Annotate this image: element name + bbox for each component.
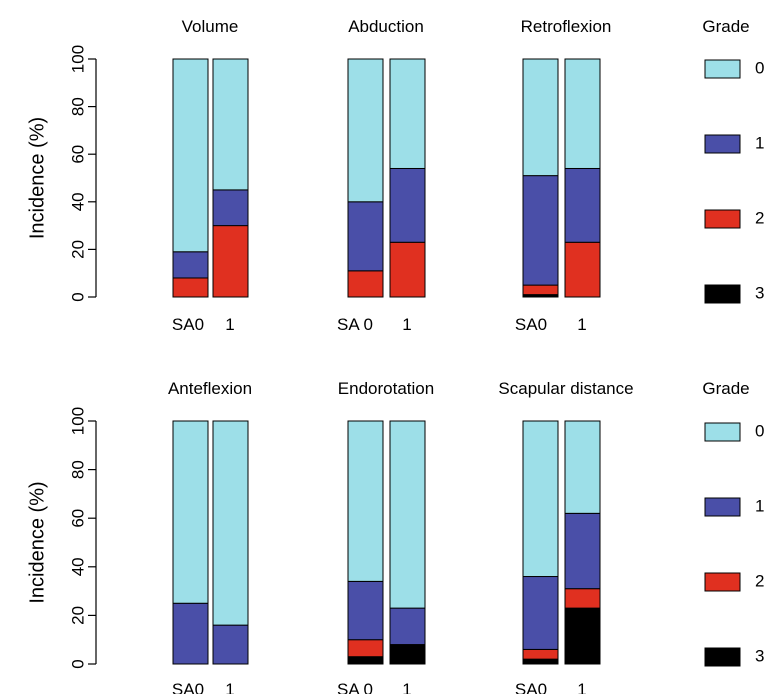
bar-segment-grade-2: [347, 639, 384, 658]
bar-segment-grade-2: [389, 241, 426, 298]
panel-title: Retroflexion: [521, 17, 612, 36]
bar-segment-grade-1: [564, 512, 601, 590]
bar-segment-grade-2: [522, 648, 559, 660]
category-label: SA0: [515, 680, 547, 694]
category-label: 1: [402, 315, 411, 334]
bar-segment-grade-2: [522, 284, 559, 296]
bar-segment-grade-2: [212, 225, 249, 298]
bar-segment-grade-2: [172, 277, 209, 298]
category-label: SA0: [172, 315, 204, 334]
legend-swatch-grade-1: [704, 497, 741, 517]
bar-segment-grade-2: [564, 241, 601, 298]
bar-segment-grade-0: [389, 58, 426, 169]
y-tick-label: 100: [68, 407, 87, 435]
y-tick-label: 0: [68, 659, 87, 668]
bar-segment-grade-1: [522, 175, 559, 286]
bar-segment-grade-0: [212, 420, 249, 626]
legend-label-grade-0: 0: [755, 58, 764, 77]
y-tick-label: 20: [68, 606, 87, 625]
panel-title: Volume: [182, 17, 239, 36]
bar-segment-grade-3: [522, 658, 559, 665]
legend-label-grade-1: 1: [755, 133, 764, 152]
legend-swatch-grade-1: [704, 134, 741, 154]
bar-segment-grade-1: [212, 189, 249, 227]
category-label: 1: [225, 680, 234, 694]
bar-segment-grade-1: [172, 602, 209, 665]
legend-title: Grade: [702, 17, 749, 36]
category-label: SA 0: [337, 315, 373, 334]
legend-label-grade-2: 2: [755, 208, 764, 227]
bar-segment-grade-0: [172, 420, 209, 604]
bar-segment-grade-0: [347, 420, 384, 582]
panel-title: Scapular distance: [498, 379, 633, 398]
bar-segment-grade-1: [347, 201, 384, 272]
category-label: 1: [577, 680, 586, 694]
y-axis-label: Incidence (%): [26, 481, 48, 603]
y-tick-label: 60: [68, 509, 87, 528]
y-tick-label: 80: [68, 460, 87, 479]
bar-segment-grade-0: [564, 58, 601, 169]
bar-segment-grade-1: [212, 624, 249, 665]
legend-swatch-grade-3: [704, 284, 741, 304]
panel-title: Abduction: [348, 17, 424, 36]
y-tick-label: 20: [68, 240, 87, 259]
legend-swatch-grade-2: [704, 209, 741, 229]
y-tick-label: 40: [68, 557, 87, 576]
y-axis-label: Incidence (%): [26, 117, 48, 239]
bar-segment-grade-3: [389, 644, 426, 665]
bar-segment-grade-1: [389, 167, 426, 243]
bar-segment-grade-1: [564, 167, 601, 243]
bar-segment-grade-0: [389, 420, 426, 609]
legend-label-grade-0: 0: [755, 421, 764, 440]
legend-label-grade-3: 3: [755, 283, 764, 302]
bar-segment-grade-2: [564, 588, 601, 609]
legend-swatch-grade-0: [704, 422, 741, 442]
category-label: SA 0: [337, 680, 373, 694]
bar-segment-grade-2: [347, 270, 384, 298]
bar-segment-grade-0: [347, 58, 384, 203]
category-label: 1: [225, 315, 234, 334]
bar-segment-grade-1: [172, 251, 209, 279]
y-tick-label: 0: [68, 292, 87, 301]
y-tick-label: 100: [68, 45, 87, 73]
panel-title: Anteflexion: [168, 379, 252, 398]
category-label: 1: [402, 680, 411, 694]
legend-swatch-grade-3: [704, 647, 741, 667]
bar-segment-grade-1: [347, 580, 384, 641]
bar-segment-grade-0: [172, 58, 209, 253]
legend-title: Grade: [702, 379, 749, 398]
y-tick-label: 80: [68, 97, 87, 116]
legend-label-grade-2: 2: [755, 571, 764, 590]
panel-title: Endorotation: [338, 379, 434, 398]
bar-segment-grade-0: [522, 58, 559, 177]
legend-swatch-grade-2: [704, 572, 741, 592]
category-label: SA0: [515, 315, 547, 334]
category-label: SA0: [172, 680, 204, 694]
y-tick-label: 60: [68, 145, 87, 164]
category-label: 1: [577, 315, 586, 334]
y-tick-label: 40: [68, 192, 87, 211]
legend-label-grade-3: 3: [755, 646, 764, 665]
legend-label-grade-1: 1: [755, 496, 764, 515]
bar-segment-grade-1: [522, 576, 559, 650]
bar-segment-grade-0: [564, 420, 601, 514]
bar-segment-grade-3: [564, 607, 601, 665]
legend-swatch-grade-0: [704, 59, 741, 79]
bar-segment-grade-1: [389, 607, 426, 646]
bar-segment-grade-3: [347, 656, 384, 665]
bar-segment-grade-0: [212, 58, 249, 191]
bar-segment-grade-0: [522, 420, 559, 578]
